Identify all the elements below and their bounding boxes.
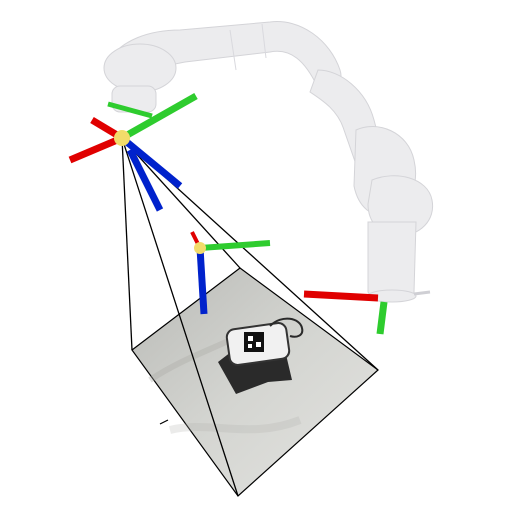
base-y-axis: [376, 301, 388, 335]
arm-joint-band-1: [229, 29, 237, 71]
object-y-axis: [199, 240, 271, 251]
base-frame: [303, 290, 388, 335]
camera-z-axis-a: [119, 135, 183, 189]
object-z-axis: [196, 247, 208, 315]
arm-wrist-joint: [103, 43, 177, 93]
camera-frame: [68, 92, 198, 212]
camera-x-axis-b: [68, 134, 124, 164]
camera-frame-origin: [114, 130, 130, 146]
base-x-axis: [303, 290, 379, 302]
object-cable: [269, 317, 304, 338]
target-object-with-fiducial-tag: [218, 317, 304, 394]
arm-base-column: [367, 221, 417, 299]
camera-y-axis-a: [120, 92, 198, 142]
frustum-edge-1: [121, 137, 133, 351]
camera-z-axis-b: [126, 148, 164, 212]
arm-joint-band-2: [261, 23, 267, 59]
camera-frustum: [121, 137, 379, 497]
camera-y-axis-b: [107, 101, 153, 119]
arm-cable: [413, 290, 431, 296]
object-frame: [190, 231, 271, 315]
object-frame-origin: [194, 242, 206, 254]
robot-arm: [103, 21, 434, 303]
frustum-edge-4: [121, 137, 239, 497]
